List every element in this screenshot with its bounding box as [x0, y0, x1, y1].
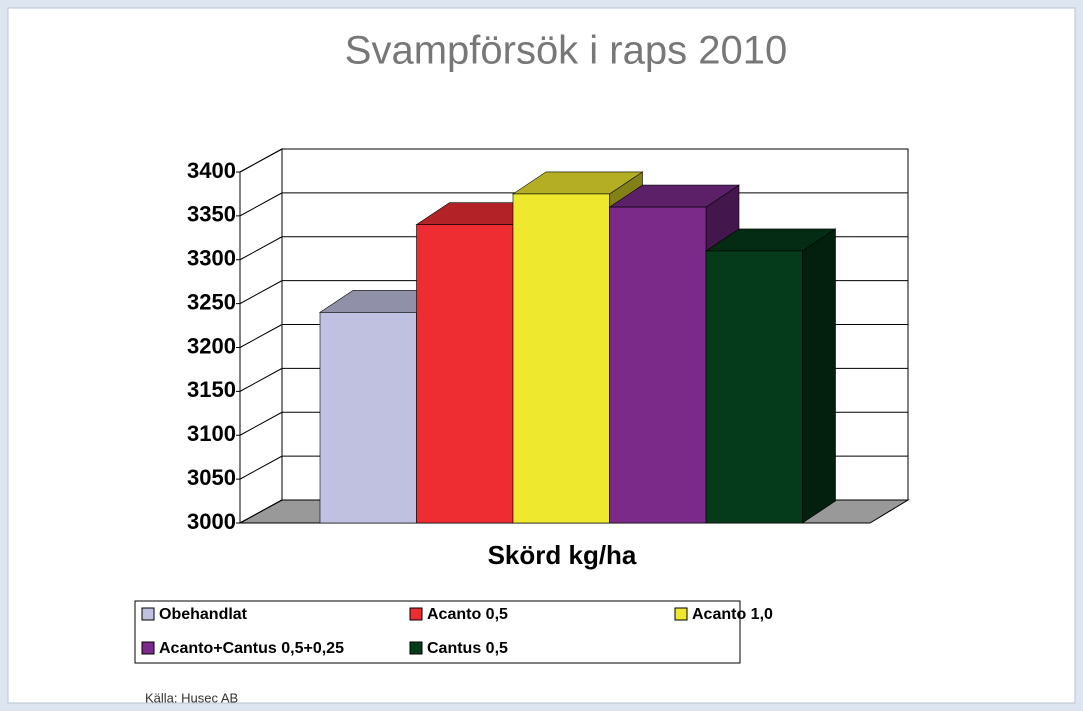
- y-tick-label: 3300: [187, 246, 236, 271]
- grid-line: [239, 280, 283, 305]
- legend-label: Acanto 1,0: [692, 606, 773, 623]
- y-tick-label: 3350: [187, 202, 236, 227]
- y-tick-label: 3200: [187, 333, 236, 358]
- bar: [319, 312, 417, 524]
- y-tick-label: 3250: [187, 289, 236, 314]
- legend-swatch: [674, 607, 688, 621]
- legend: [134, 600, 741, 664]
- legend-label: Cantus 0,5: [427, 640, 508, 657]
- chart-title: Svampförsök i raps 2010: [345, 29, 787, 73]
- y-tick-label: 3150: [187, 377, 236, 402]
- y-tick-label: 3000: [187, 509, 236, 534]
- legend-label: Acanto 0,5: [427, 606, 508, 623]
- grid-line: [239, 411, 283, 436]
- bar: [416, 224, 514, 524]
- grid-line: [239, 499, 283, 524]
- legend-swatch: [409, 641, 423, 655]
- x-axis-label: Skörd kg/ha: [488, 540, 637, 570]
- bar-side: [802, 228, 836, 524]
- legend-swatch: [141, 641, 155, 655]
- y-tick-label: 3100: [187, 421, 236, 446]
- legend-swatch: [141, 607, 155, 621]
- legend-label: Obehandlat: [159, 606, 248, 623]
- legend-label: Acanto+Cantus 0,5+0,25: [159, 640, 344, 657]
- bar: [705, 250, 803, 524]
- source: Källa: Husec AB: [145, 690, 238, 705]
- bar: [512, 193, 610, 524]
- y-tick-label: 3050: [187, 465, 236, 490]
- grid-line: [239, 367, 283, 392]
- grid-line: [239, 192, 283, 217]
- grid-line: [239, 455, 283, 480]
- grid-line: [239, 324, 283, 348]
- grid-line: [239, 148, 283, 173]
- grid-line: [239, 236, 283, 261]
- bar: [609, 206, 707, 524]
- y-tick-label: 3400: [187, 158, 236, 183]
- legend-swatch: [409, 607, 423, 621]
